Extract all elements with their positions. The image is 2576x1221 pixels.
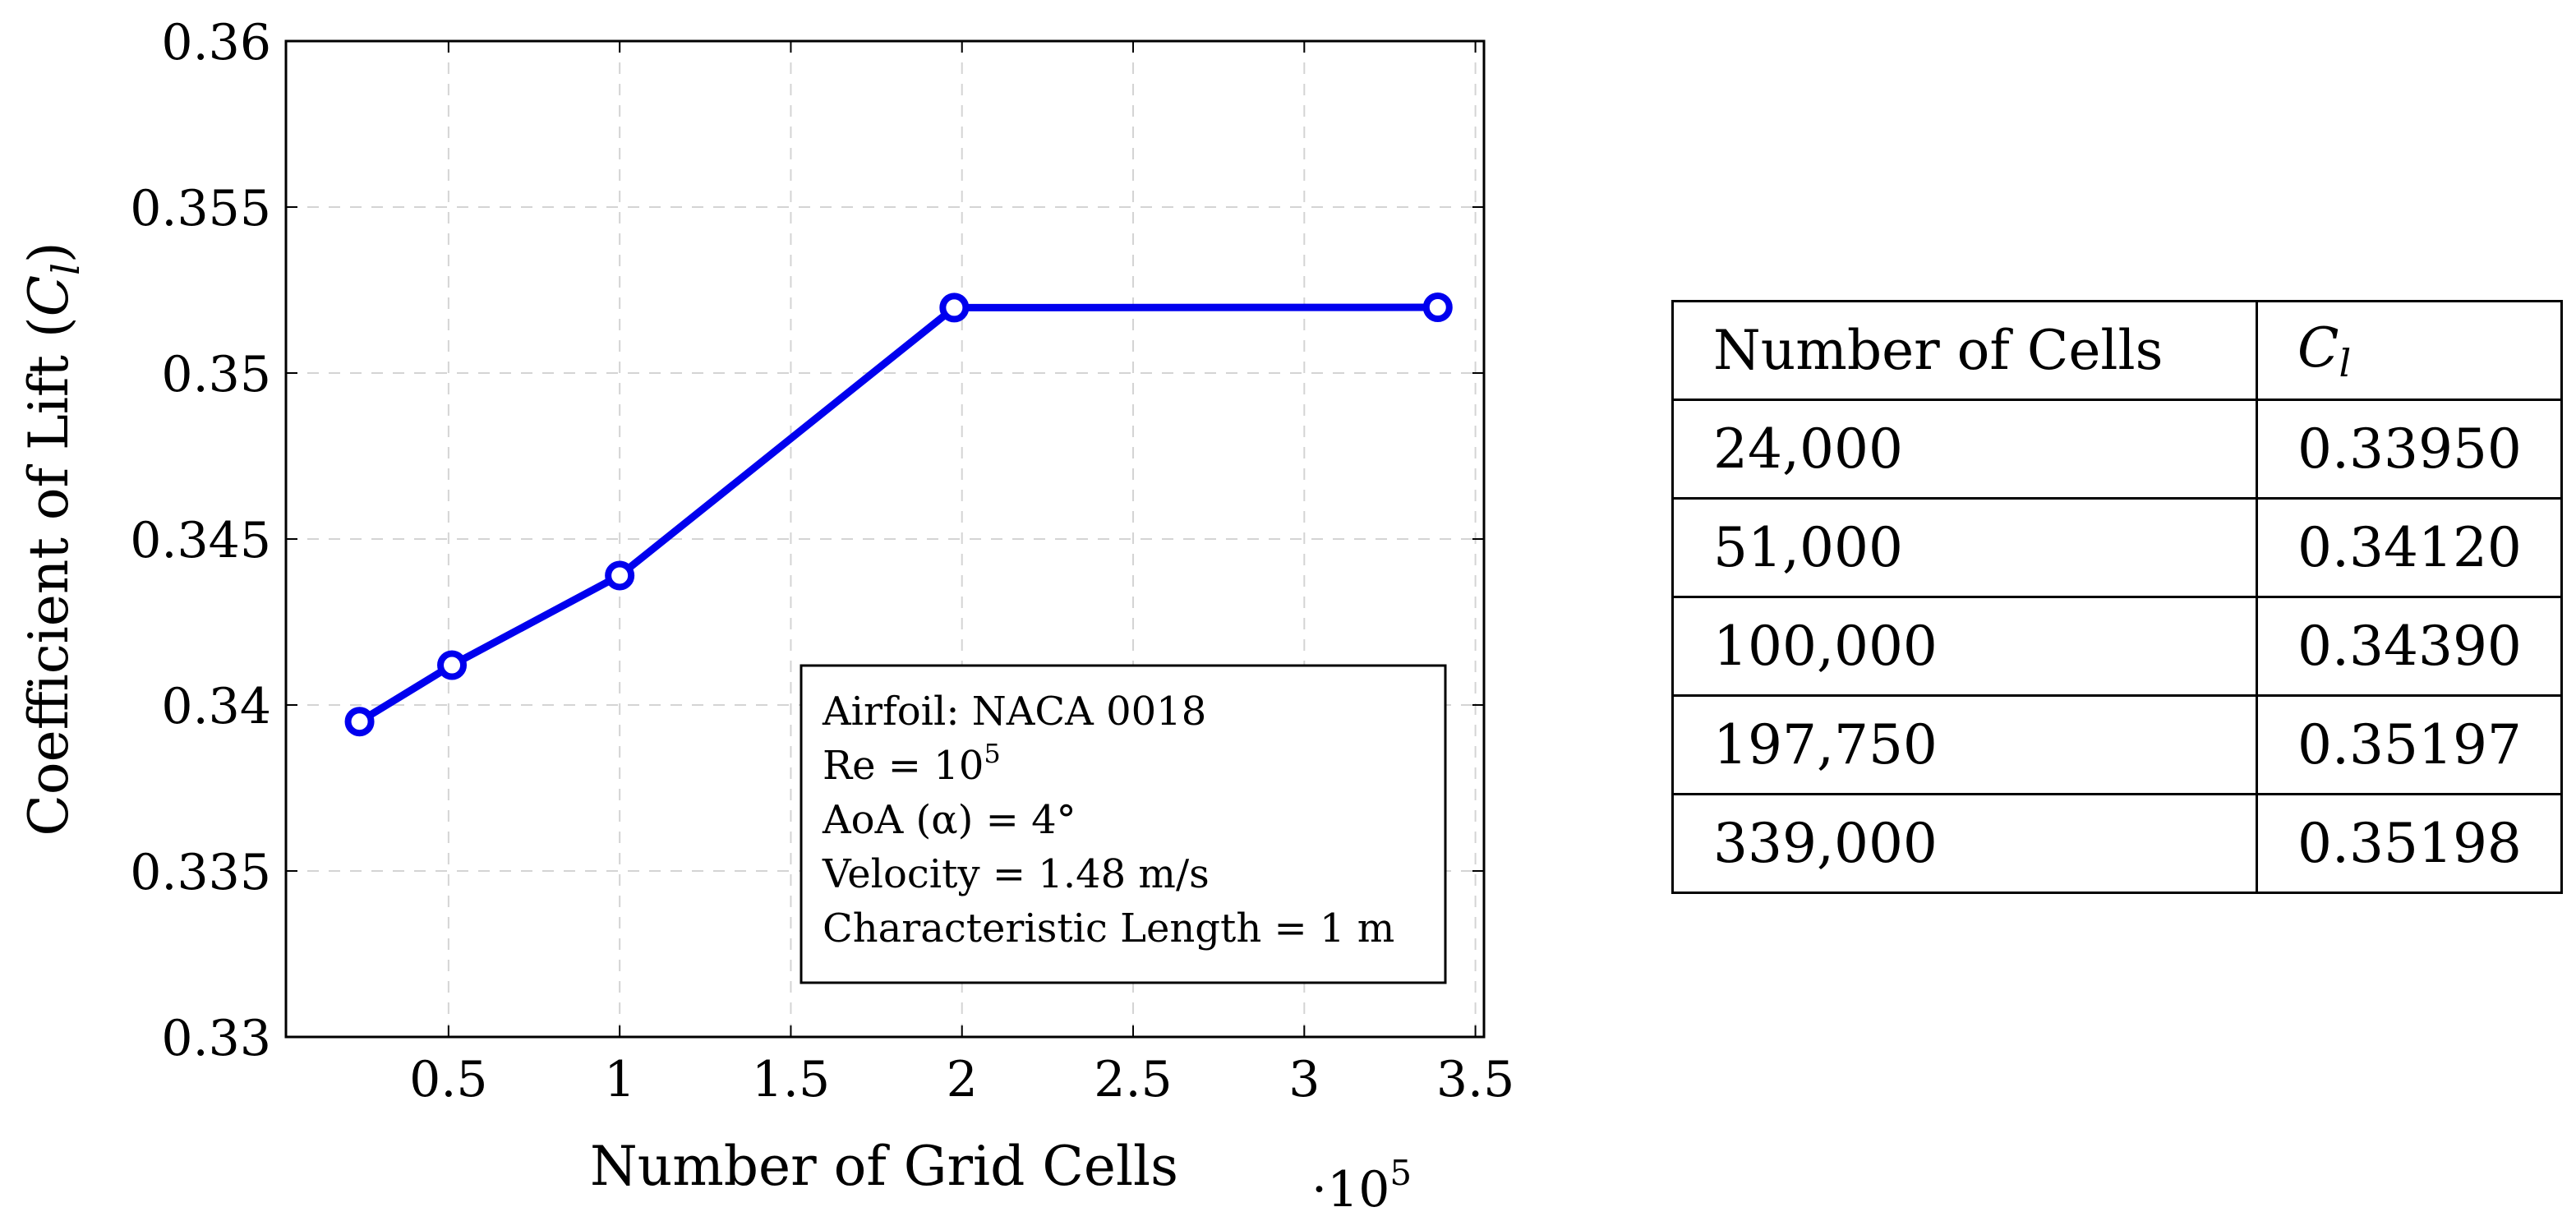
series-line	[357, 303, 1438, 726]
info-box: Airfoil: NACA 0018 Re = 105 AoA (α) = 4°…	[800, 664, 1447, 984]
data-point	[344, 707, 375, 737]
lift-convergence-chart: 0.5 1 1.5 2 2.5 3 3.5 0.33 0.335 0.34 0.345 0.35 0.3…	[17, 14, 1514, 1219]
x-tick-label: 2.5	[1094, 1051, 1172, 1108]
y-tick-label: 0.355	[130, 180, 271, 237]
data-point	[1422, 293, 1453, 323]
y-tick-label: 0.35	[161, 346, 271, 403]
x-tick-label: 2	[947, 1051, 978, 1108]
x-tick-label: 1	[604, 1051, 635, 1108]
table-row: 100,000 0.34390	[1671, 596, 2563, 697]
info-line-velocity: Velocity = 1.48 m/s	[822, 851, 1210, 897]
cell-cl: 0.33950	[2256, 399, 2563, 500]
table-row: 197,750 0.35197	[1671, 694, 2563, 795]
x-axis-label: Number of Grid Cells	[590, 1135, 1178, 1198]
table-row: 24,000 0.33950	[1671, 399, 2563, 500]
y-tick-label: 0.345	[130, 512, 271, 569]
x-tick-label: 0.5	[409, 1051, 487, 1108]
cell-count: 339,000	[1671, 793, 2258, 894]
x-axis-multiplier: ·105	[1311, 1153, 1412, 1219]
cell-count: 24,000	[1671, 399, 2258, 500]
info-line-reynolds: Re = 105	[823, 738, 1001, 789]
axis-ticks: 0.5 1 1.5 2 2.5 3 3.5 0.33 0.335 0.34 0.345 0.35 0.3…	[130, 14, 1514, 1108]
table-header-row: Number of Cells Cl	[1671, 300, 2563, 401]
cell-count: 197,750	[1671, 694, 2258, 795]
data-series	[344, 293, 1453, 737]
x-tick-label: 3.5	[1436, 1051, 1514, 1108]
cell-count: 100,000	[1671, 596, 2258, 697]
table-row: 339,000 0.35198	[1671, 793, 2563, 894]
y-axis-label: Coefficient of Lift (Cl)	[17, 242, 88, 836]
cell-cl: 0.35198	[2256, 793, 2563, 894]
cell-count: 51,000	[1671, 497, 2258, 598]
info-line-aoa: AoA (α) = 4°	[822, 797, 1076, 843]
x-tick-label: 1.5	[752, 1051, 830, 1108]
table-row: 51,000 0.34120	[1671, 497, 2563, 598]
results-table: Number of Cells Cl 24,000 0.33950 51,000…	[1671, 300, 2563, 894]
info-line-length: Characteristic Length = 1 m	[823, 905, 1394, 951]
cell-cl: 0.34390	[2256, 596, 2563, 697]
data-point	[437, 650, 468, 680]
y-tick-label: 0.33	[161, 1010, 271, 1067]
y-tick-label: 0.34	[161, 678, 271, 735]
cell-cl: 0.34120	[2256, 497, 2563, 598]
data-point	[939, 293, 970, 323]
x-tick-label: 3	[1288, 1051, 1320, 1108]
data-point	[605, 560, 635, 591]
info-box-frame	[800, 664, 1447, 984]
header-cl: Cl	[2256, 300, 2563, 401]
cell-cl: 0.35197	[2256, 694, 2563, 795]
y-tick-label: 0.36	[161, 14, 271, 71]
header-number-of-cells: Number of Cells	[1671, 300, 2258, 401]
y-tick-label: 0.335	[130, 844, 271, 901]
info-line-airfoil: Airfoil: NACA 0018	[822, 689, 1206, 735]
